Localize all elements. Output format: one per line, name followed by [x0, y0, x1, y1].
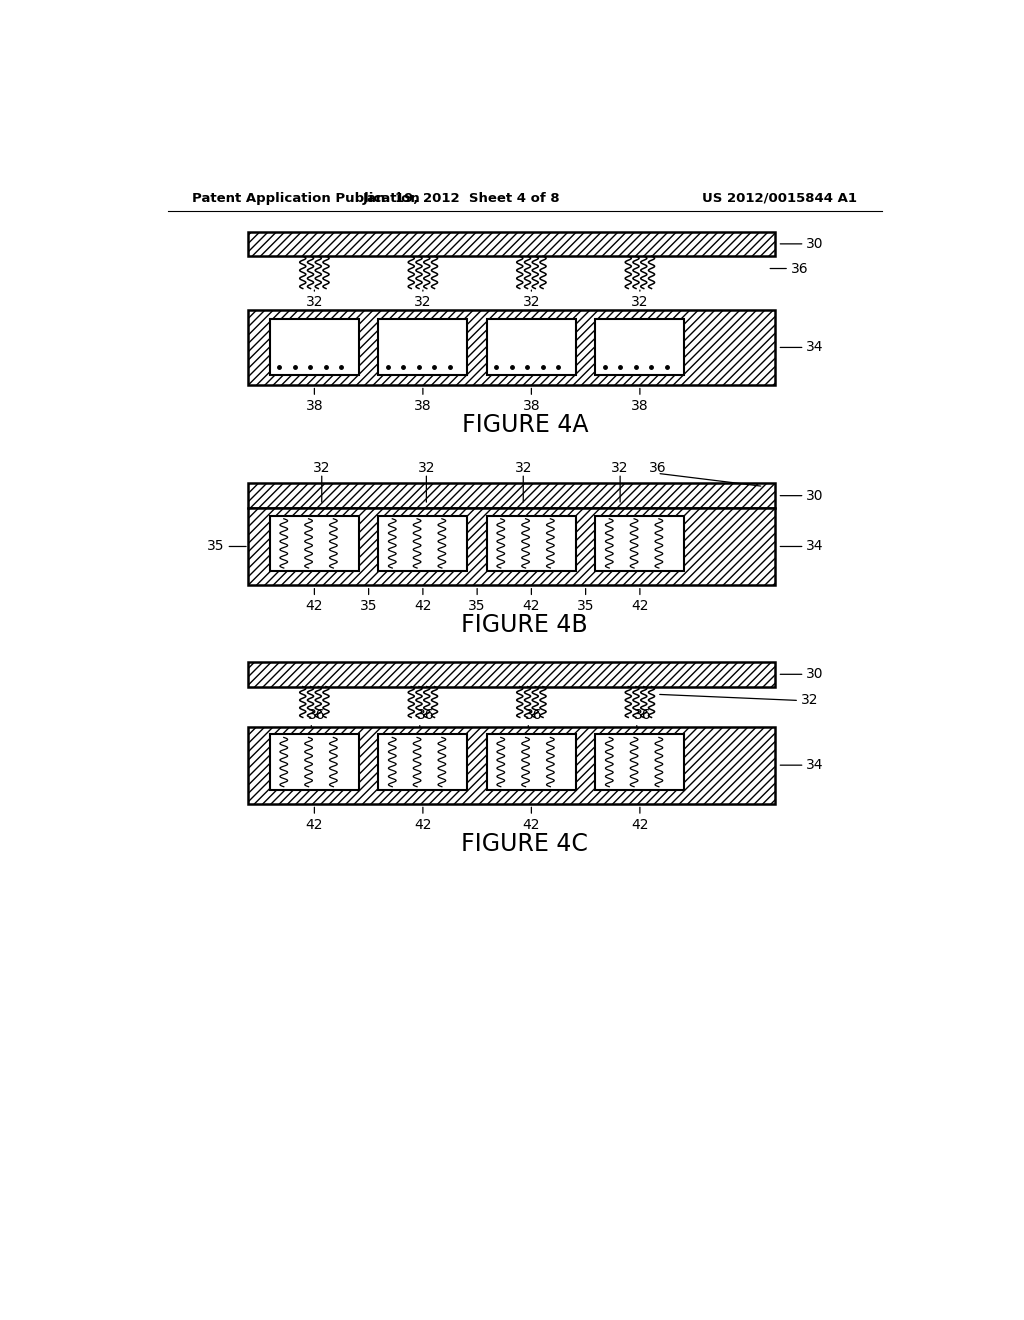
- Text: 30: 30: [806, 236, 823, 251]
- Bar: [378, 516, 467, 572]
- Text: Patent Application Publication: Patent Application Publication: [193, 191, 420, 205]
- Text: 34: 34: [806, 758, 823, 772]
- Text: 38: 38: [631, 399, 648, 413]
- Text: 32: 32: [611, 461, 629, 475]
- Bar: [486, 734, 575, 789]
- Text: 32: 32: [305, 294, 324, 309]
- Bar: [486, 319, 575, 375]
- Bar: [248, 310, 775, 385]
- Text: FIGURE 4A: FIGURE 4A: [462, 413, 588, 437]
- Text: 42: 42: [631, 599, 648, 612]
- Text: 32: 32: [414, 294, 432, 309]
- Text: 32: 32: [631, 294, 648, 309]
- Text: 38: 38: [414, 399, 432, 413]
- Bar: [248, 231, 775, 256]
- Text: 32: 32: [313, 461, 331, 475]
- Bar: [378, 319, 467, 375]
- Text: 35: 35: [359, 599, 378, 612]
- Bar: [595, 319, 684, 375]
- Text: 38: 38: [305, 399, 324, 413]
- Text: US 2012/0015844 A1: US 2012/0015844 A1: [701, 191, 856, 205]
- Bar: [248, 508, 775, 585]
- Bar: [270, 319, 359, 375]
- Text: 42: 42: [522, 599, 540, 612]
- Text: 36: 36: [525, 708, 543, 722]
- Text: 42: 42: [414, 599, 432, 612]
- Text: 32: 32: [514, 461, 532, 475]
- Bar: [378, 734, 467, 789]
- Bar: [248, 726, 775, 804]
- Text: 30: 30: [806, 668, 823, 681]
- Text: 30: 30: [806, 488, 823, 503]
- Text: 35: 35: [577, 599, 594, 612]
- Bar: [595, 516, 684, 572]
- Text: 35: 35: [468, 599, 485, 612]
- Text: 34: 34: [806, 341, 823, 355]
- Text: Jan. 19, 2012  Sheet 4 of 8: Jan. 19, 2012 Sheet 4 of 8: [362, 191, 560, 205]
- Text: 36: 36: [634, 708, 651, 722]
- Text: 42: 42: [522, 817, 540, 832]
- Bar: [270, 516, 359, 572]
- Text: 32: 32: [801, 693, 818, 708]
- Text: 38: 38: [522, 399, 541, 413]
- Bar: [248, 483, 775, 508]
- Text: FIGURE 4B: FIGURE 4B: [462, 612, 588, 638]
- Bar: [248, 663, 775, 686]
- Text: 36: 36: [308, 708, 326, 722]
- Text: 32: 32: [418, 461, 435, 475]
- Bar: [270, 734, 359, 789]
- Text: 42: 42: [305, 817, 324, 832]
- Text: 42: 42: [631, 817, 648, 832]
- Text: 36: 36: [791, 261, 808, 276]
- Text: 35: 35: [208, 540, 225, 553]
- Bar: [486, 516, 575, 572]
- Text: 42: 42: [305, 599, 324, 612]
- Text: 36: 36: [648, 461, 667, 475]
- Text: FIGURE 4C: FIGURE 4C: [462, 832, 588, 855]
- Text: 36: 36: [417, 708, 434, 722]
- Text: 42: 42: [414, 817, 432, 832]
- Text: 32: 32: [522, 294, 540, 309]
- Text: 34: 34: [806, 540, 823, 553]
- Bar: [595, 734, 684, 789]
